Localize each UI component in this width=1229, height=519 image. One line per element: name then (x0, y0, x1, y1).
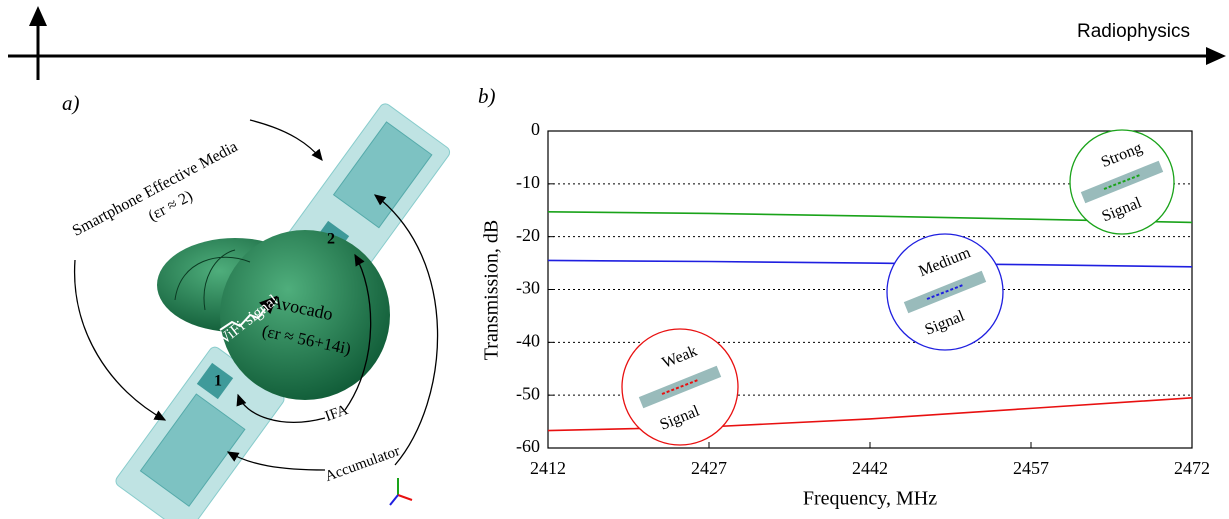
diagram: a) WiFi signal Avocado (εr ≈ 56+14i) 1 2… (62, 91, 451, 519)
y-tick-label: -40 (516, 330, 540, 350)
avocado-contour (174, 249, 251, 311)
y-axis-title: Transmission, dB (481, 220, 503, 360)
y-tick-label: 0 (531, 119, 540, 139)
arrow (344, 253, 372, 411)
x-tick-label: 2472 (1174, 458, 1210, 478)
satellite-link (661, 379, 699, 395)
y-tick-label: -50 (516, 383, 540, 403)
x-tick-label: 2412 (530, 458, 566, 478)
header-varrow (29, 6, 47, 26)
y-tick-label: -60 (516, 436, 540, 456)
section-title: Radiophysics (1077, 21, 1190, 42)
y-tick-label: -10 (516, 172, 540, 192)
arrow (236, 393, 326, 423)
panel-label: a) (62, 91, 80, 115)
satellite-link (926, 284, 964, 300)
axes-icon (389, 478, 413, 506)
series-line (547, 259, 1193, 268)
port-1-label: 1 (214, 373, 222, 390)
port-1 (196, 362, 234, 400)
satellite-link (1103, 174, 1141, 190)
panel-label: b) (478, 84, 496, 108)
port-2-label: 2 (327, 231, 335, 248)
x-tick-label: 2457 (1013, 458, 1049, 478)
header-arrow (1206, 47, 1226, 65)
satellite (1080, 160, 1164, 204)
arrow (226, 451, 326, 471)
avocado-body (220, 230, 390, 400)
x-tick-label: 2442 (852, 458, 888, 478)
wifi-wave (219, 295, 278, 331)
accumulator-label: Accumulator (323, 443, 402, 485)
arrow (373, 194, 439, 466)
arrow (249, 119, 323, 162)
satellite (638, 365, 722, 409)
y-tick-label: -20 (516, 225, 540, 245)
x-axis-title: Frequency, MHz (803, 488, 937, 510)
arrow (73, 259, 167, 421)
series-line (547, 211, 1193, 224)
ifa-label: IFA (323, 402, 350, 425)
x-tick-label: 2427 (691, 458, 727, 478)
y-tick-label: -30 (516, 278, 540, 298)
media-label: Smartphone Effective Media (70, 138, 241, 240)
satellite (903, 270, 987, 314)
